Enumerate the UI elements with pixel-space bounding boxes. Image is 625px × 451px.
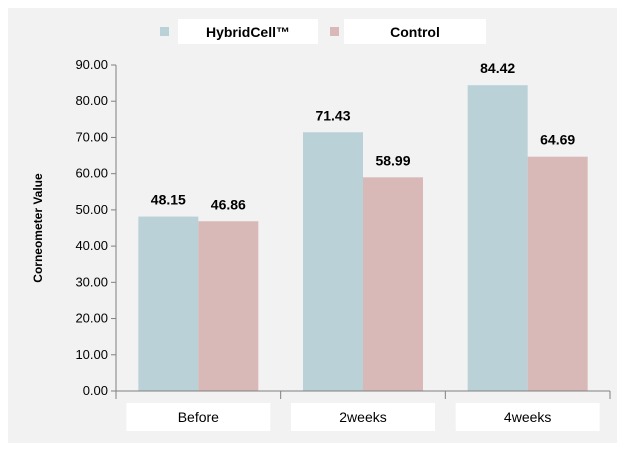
x-axis: Before 2weeks 4weeks — [115, 390, 611, 431]
legend-swatch — [160, 27, 169, 36]
bar — [138, 216, 199, 391]
category-label-box — [291, 403, 435, 431]
y-tick-label: 50.00 — [75, 202, 108, 217]
data-label: 58.99 — [375, 152, 410, 168]
category-label: 4weeks — [504, 409, 551, 425]
category-label: 2weeks — [339, 409, 386, 425]
category-label: Before — [178, 409, 219, 425]
bar — [363, 177, 423, 391]
data-label: 71.43 — [315, 107, 350, 123]
y-axis-title: Corneometer Value — [31, 173, 45, 283]
y-axis: 0.00 10.00 20.00 30.00 40.00 50.00 60.00 70.00 8… — [75, 57, 117, 398]
legend-label: Control — [390, 24, 440, 40]
y-tick-label: 80.00 — [75, 93, 108, 108]
y-tick-label: 0.00 — [83, 383, 108, 398]
y-tick-label: 70.00 — [75, 129, 108, 144]
bar — [527, 156, 588, 391]
y-tick-label: 10.00 — [75, 347, 108, 362]
category-label-box — [126, 403, 271, 431]
bar — [303, 132, 363, 392]
legend-label-box — [344, 19, 486, 44]
y-tick-label: 20.00 — [75, 311, 108, 326]
bar — [198, 221, 259, 391]
legend-label: HybridCell™ — [206, 24, 290, 40]
y-tick-label: 40.00 — [75, 238, 108, 253]
bar — [467, 85, 528, 391]
category-label-box — [455, 403, 600, 431]
y-tick-label: 30.00 — [75, 274, 108, 289]
legend-swatch — [330, 27, 339, 36]
legend-label-box — [178, 19, 318, 44]
data-label: 48.15 — [151, 192, 186, 208]
legend: HybridCell™ Control — [160, 19, 486, 44]
bars: 48.15 46.86 71.43 58.99 84.42 64.69 — [138, 60, 588, 392]
y-tick-label: 60.00 — [75, 166, 108, 181]
y-tick-label: 90.00 — [75, 57, 108, 72]
data-label: 46.86 — [211, 196, 246, 212]
data-label: 64.69 — [540, 132, 575, 148]
data-label: 84.42 — [480, 60, 515, 76]
